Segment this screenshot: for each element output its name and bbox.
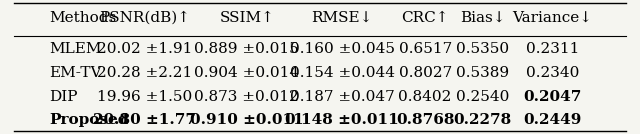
Text: 0.2340: 0.2340 [526,66,579,80]
Text: 0.904 ±0.014: 0.904 ±0.014 [194,66,300,80]
Text: Bias↓: Bias↓ [460,11,505,25]
Text: SSIM↑: SSIM↑ [220,11,274,25]
Text: 0.2278: 0.2278 [453,113,511,127]
Text: EM-TV: EM-TV [49,66,102,80]
Text: 0.8768: 0.8768 [396,113,454,127]
Text: DIP: DIP [49,90,77,104]
Text: 0.187 ±0.047: 0.187 ±0.047 [290,90,395,104]
Text: 0.154 ±0.044: 0.154 ±0.044 [290,66,395,80]
Text: 20.02 ±1.91: 20.02 ±1.91 [97,42,193,56]
Text: 0.910 ±0.011: 0.910 ±0.011 [190,113,303,127]
Text: 0.873 ±0.012: 0.873 ±0.012 [195,90,299,104]
Text: 0.2311: 0.2311 [526,42,579,56]
Text: 0.6517: 0.6517 [399,42,452,56]
Text: Variance↓: Variance↓ [513,11,593,25]
Text: 0.5389: 0.5389 [456,66,509,80]
Text: 0.148 ±0.011: 0.148 ±0.011 [285,113,399,127]
Text: 0.8402: 0.8402 [399,90,452,104]
Text: 0.2047: 0.2047 [524,90,582,104]
Text: Methods: Methods [49,11,116,25]
Text: 0.2449: 0.2449 [524,113,582,127]
Text: 0.889 ±0.015: 0.889 ±0.015 [195,42,299,56]
Text: 0.2540: 0.2540 [456,90,509,104]
Text: 20.80 ±1.77: 20.80 ±1.77 [93,113,196,127]
Text: PSNR(dB)↑: PSNR(dB)↑ [99,11,190,25]
Text: 0.160 ±0.045: 0.160 ±0.045 [290,42,395,56]
Text: 19.96 ±1.50: 19.96 ±1.50 [97,90,193,104]
Text: MLEM: MLEM [49,42,102,56]
Text: CRC↑: CRC↑ [401,11,449,25]
Text: RMSE↓: RMSE↓ [312,11,373,25]
Text: 0.5350: 0.5350 [456,42,509,56]
Text: 0.8027: 0.8027 [399,66,452,80]
Text: Proposed: Proposed [49,113,129,127]
Text: 20.28 ±2.21: 20.28 ±2.21 [97,66,193,80]
